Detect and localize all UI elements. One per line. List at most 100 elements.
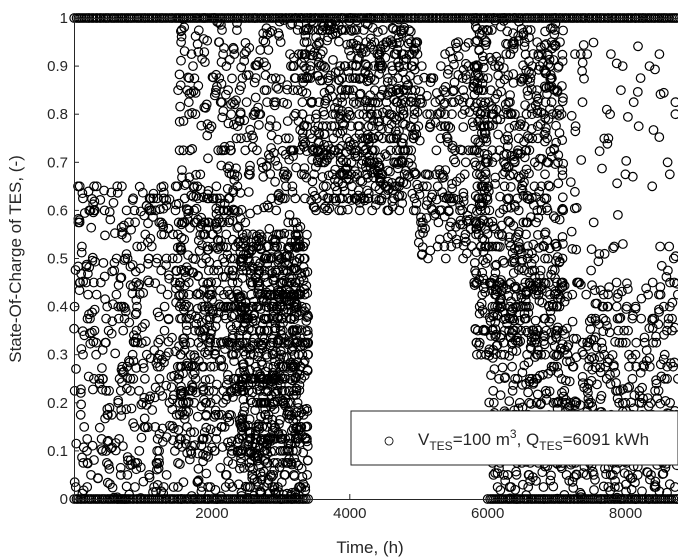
data-point <box>234 337 245 348</box>
data-point <box>266 130 277 141</box>
data-point <box>233 479 244 490</box>
data-point <box>79 330 90 341</box>
data-point <box>101 313 111 324</box>
data-point <box>344 174 354 185</box>
data-point <box>140 318 150 329</box>
data-point <box>176 388 187 399</box>
data-point <box>138 476 149 487</box>
data-point <box>258 377 269 388</box>
legend-q-subscript: TES <box>539 439 562 453</box>
data-point <box>266 419 277 430</box>
data-point <box>90 256 100 267</box>
data-point <box>319 139 330 150</box>
data-point <box>272 160 283 171</box>
data-point <box>156 265 167 276</box>
data-point <box>280 373 290 384</box>
data-point <box>344 73 355 83</box>
data-point <box>370 97 381 108</box>
data-point <box>168 482 179 492</box>
data-point <box>271 82 282 92</box>
data-point <box>172 229 183 240</box>
data-point <box>99 205 110 216</box>
data-point <box>163 314 174 325</box>
data-point <box>264 265 275 276</box>
data-point <box>127 195 138 205</box>
data-point <box>277 373 288 384</box>
data-point <box>205 333 216 344</box>
data-point <box>216 57 227 67</box>
data-point <box>268 307 279 317</box>
data-point <box>76 241 87 252</box>
data-point <box>314 38 324 49</box>
data-point <box>180 272 191 282</box>
data-point <box>211 277 222 288</box>
data-point <box>99 185 109 196</box>
data-point <box>130 217 141 228</box>
data-point <box>278 317 289 328</box>
data-point <box>88 336 99 347</box>
data-point <box>210 321 221 332</box>
data-point <box>236 307 247 318</box>
data-point <box>217 442 228 452</box>
data-point <box>89 325 100 336</box>
data-point <box>388 133 399 144</box>
data-point <box>193 25 204 36</box>
data-point <box>227 73 237 84</box>
data-point <box>296 373 307 384</box>
data-point <box>229 175 240 185</box>
legend-volume-text: =100 m <box>453 430 510 449</box>
y-tick-label: 0.8 <box>47 106 68 123</box>
data-point <box>178 289 189 300</box>
data-point <box>213 235 224 246</box>
x-tick-label: 2000 <box>195 505 228 522</box>
data-point <box>83 371 94 382</box>
data-point <box>272 241 283 252</box>
data-point <box>91 181 102 192</box>
data-point <box>347 26 357 36</box>
data-point <box>174 301 185 312</box>
data-point <box>216 422 227 432</box>
data-point <box>144 394 155 405</box>
data-point <box>225 321 236 331</box>
data-point <box>85 338 96 349</box>
data-point <box>151 464 162 475</box>
data-point <box>288 61 299 71</box>
data-point <box>335 157 346 168</box>
data-point <box>373 61 384 72</box>
data-point <box>107 482 118 493</box>
data-point <box>277 429 288 440</box>
data-point <box>193 475 204 486</box>
data-point <box>220 89 231 100</box>
data-point <box>237 409 248 420</box>
data-point <box>297 86 308 97</box>
data-point <box>408 114 419 124</box>
data-point <box>157 423 168 434</box>
data-point <box>82 482 93 492</box>
data-point <box>207 193 218 204</box>
data-point <box>330 164 341 175</box>
data-point <box>251 145 262 156</box>
data-point <box>134 181 145 192</box>
data-point <box>193 235 204 246</box>
data-point <box>193 463 204 474</box>
data-point <box>259 265 270 276</box>
data-point <box>152 193 163 204</box>
data-point <box>378 25 388 35</box>
data-point <box>385 145 396 156</box>
data-point <box>266 193 277 204</box>
data-point <box>196 120 207 131</box>
data-point <box>99 271 110 282</box>
data-point <box>411 37 422 47</box>
data-point <box>318 181 329 192</box>
data-point <box>195 184 206 195</box>
data-point <box>126 403 137 414</box>
data-point <box>276 241 286 252</box>
data-point <box>238 463 249 473</box>
data-point <box>118 301 129 312</box>
data-point <box>235 458 246 468</box>
data-point <box>182 422 192 432</box>
data-point <box>228 42 239 53</box>
data-point <box>173 482 183 492</box>
data-point <box>279 228 290 239</box>
data-point <box>223 374 234 385</box>
